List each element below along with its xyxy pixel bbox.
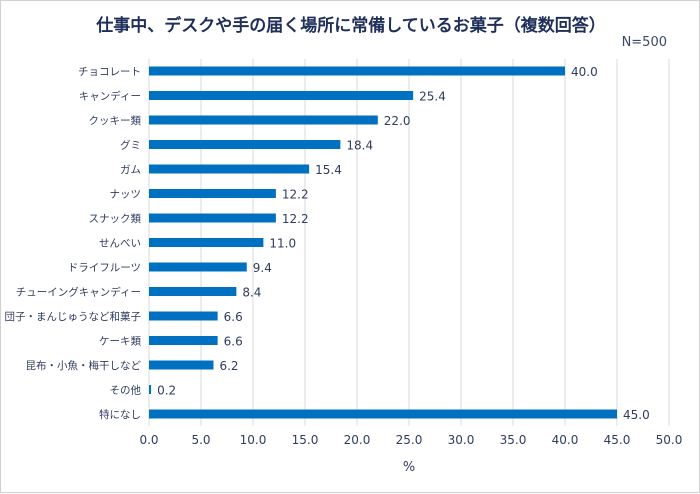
x-tick-label: 5.0 (191, 433, 210, 447)
x-tick-label: 35.0 (500, 433, 527, 447)
x-tick-label: 15.0 (292, 433, 319, 447)
bar (149, 409, 617, 419)
data-label: 6.2 (219, 359, 238, 373)
x-tick-label: 10.0 (240, 433, 267, 447)
data-label: 6.6 (224, 310, 243, 324)
data-label: 8.4 (242, 286, 261, 300)
x-tick-label: 0.0 (139, 433, 158, 447)
bar (149, 336, 218, 345)
x-tick-label: 40.0 (552, 433, 579, 447)
bar (149, 238, 264, 247)
x-tick-label: 50.0 (656, 433, 683, 447)
bar (149, 311, 218, 321)
data-label: 12.2 (282, 212, 309, 226)
x-tick-label: 45.0 (604, 433, 631, 447)
category-label: クッキー類 (89, 115, 142, 127)
data-label: 45.0 (623, 408, 650, 422)
category-label: 昆布・小魚・梅干しなど (26, 359, 142, 372)
category-label: グミ (120, 139, 141, 152)
category-label: ドライフルーツ (68, 262, 141, 274)
bar (149, 66, 565, 76)
category-label: ケーキ類 (99, 336, 141, 348)
category-label: その他 (110, 384, 142, 397)
bar (149, 262, 247, 272)
data-label: 15.4 (315, 163, 342, 177)
bar (149, 189, 276, 198)
data-label: 25.4 (419, 90, 446, 104)
data-label: 6.6 (224, 335, 243, 349)
category-label: 団子・まんじゅうなど和菓子 (5, 311, 142, 323)
bar (149, 213, 276, 223)
bar (149, 360, 214, 370)
data-label: 11.0 (269, 237, 296, 251)
x-tick-label: 25.0 (396, 433, 423, 447)
x-axis-label: % (403, 460, 415, 475)
data-label: 40.0 (571, 65, 598, 79)
category-label: ナッツ (110, 189, 142, 201)
data-label: 0.2 (157, 384, 176, 398)
sample-size-note: N=500 (621, 35, 667, 50)
bar (149, 91, 414, 100)
data-label: 22.0 (384, 114, 411, 128)
data-label: 12.2 (282, 188, 309, 202)
bar (149, 140, 341, 149)
category-label: ガム (120, 164, 141, 176)
category-label: チューイングキャンディー (16, 286, 141, 299)
category-label: スナック類 (89, 213, 142, 225)
x-tick-label: 20.0 (344, 433, 371, 447)
x-tick-label: 30.0 (448, 433, 475, 447)
chart-title: 仕事中、デスクや手の届く場所に常備しているお菓子（複数回答） (96, 16, 606, 36)
bar (149, 164, 310, 174)
data-label: 9.4 (253, 261, 272, 275)
category-label: キャンディー (79, 90, 141, 103)
bar (149, 115, 378, 125)
bar (149, 287, 237, 296)
category-label: 特になし (99, 409, 141, 421)
category-label: せんべい (99, 238, 141, 250)
category-label: チョコレート (78, 66, 141, 78)
bar (149, 385, 152, 394)
data-label: 18.4 (346, 139, 373, 153)
